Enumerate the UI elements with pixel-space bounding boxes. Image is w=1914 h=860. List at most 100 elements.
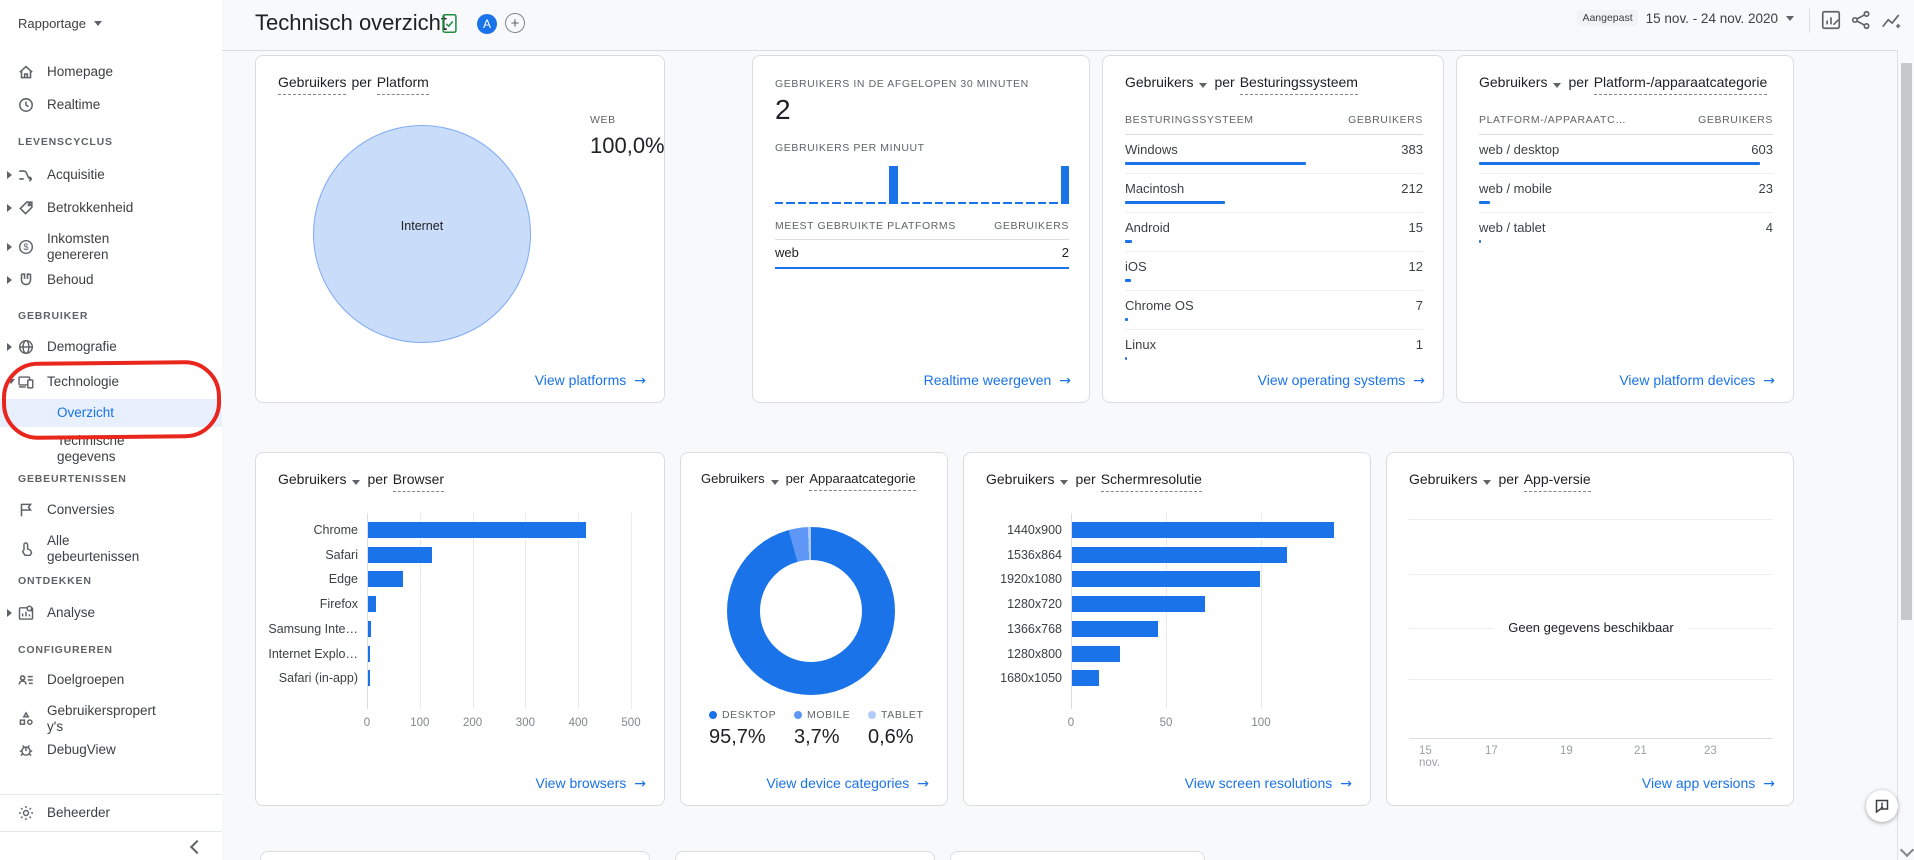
metric-selector[interactable]: Gebruikers — [986, 471, 1055, 487]
table-row: web 2 — [775, 245, 1069, 260]
cell-users: 12 — [1408, 259, 1423, 274]
cell-platform: web — [775, 245, 799, 260]
metric-selector[interactable]: Gebruikers — [701, 471, 765, 486]
chevron-down-icon — [93, 21, 102, 26]
metric-selector[interactable]: Gebruikers — [1125, 74, 1194, 90]
arrow-right-icon: → — [634, 776, 646, 792]
scrollbar-thumb[interactable] — [1901, 63, 1912, 620]
pie-chart — [313, 125, 531, 343]
metric-selector[interactable]: Gebruikers — [1409, 471, 1478, 487]
spark-bar — [934, 201, 944, 204]
legend-item: TABLET 0,6% — [868, 709, 924, 749]
category-label: 1280x800 — [1007, 646, 1062, 661]
dollar-icon: $ — [17, 238, 35, 256]
avatar[interactable]: A — [477, 14, 497, 34]
magnet-icon — [17, 271, 35, 289]
metric-selector[interactable]: Gebruikers — [1479, 74, 1548, 90]
sidebar-item-technische-gegevens[interactable]: Technische gegevens — [0, 427, 222, 471]
view-platform-devices-link[interactable]: View platform devices → — [1619, 372, 1775, 389]
sidebar-item-demografie[interactable]: Demografie — [0, 330, 222, 363]
dimension-label[interactable]: Platform-/apparaatcategorie — [1593, 74, 1768, 95]
date-range-selector[interactable]: Aangepast 15 nov. - 24 nov. 2020 — [1577, 10, 1794, 26]
touch-icon — [17, 540, 35, 558]
sidebar-item-homepage[interactable]: Homepage — [0, 55, 222, 88]
report-switcher[interactable]: Rapportage — [18, 16, 102, 31]
spark-bar — [969, 201, 978, 204]
sidebar-item-technologie[interactable]: Technologie — [0, 365, 222, 398]
svg-text:$: $ — [23, 242, 28, 252]
view-platforms-link[interactable]: View platforms → — [534, 372, 646, 389]
metric-selector[interactable]: Gebruikers — [278, 74, 347, 95]
spark-bar — [832, 201, 841, 204]
sidebar-item-gebruikersproperties[interactable]: Gebruikersproperty's — [0, 697, 222, 741]
dimension-label[interactable]: Besturingssysteem — [1239, 74, 1358, 95]
card-title: Gebruikers per Schermresolutie — [986, 471, 1202, 492]
scrollbar[interactable] — [1897, 50, 1914, 860]
dimension-label[interactable]: Platform — [376, 74, 429, 95]
report-verified-icon[interactable] — [440, 13, 459, 39]
view-app-versions-link[interactable]: View app versions → — [1641, 775, 1775, 792]
sidebar-item-behoud[interactable]: Behoud — [0, 263, 222, 296]
sidebar-collapse-button[interactable] — [188, 838, 206, 856]
legend-dot — [794, 711, 802, 719]
view-operating-systems-link[interactable]: View operating systems → — [1257, 372, 1425, 389]
realtime-view-link[interactable]: Realtime weergeven → — [923, 372, 1071, 389]
sidebar-item-conversies[interactable]: Conversies — [0, 493, 222, 526]
insights-icon[interactable] — [1880, 9, 1902, 31]
spark-bar — [889, 166, 898, 204]
title-text: per — [351, 74, 372, 90]
dimension-label[interactable]: Schermresolutie — [1100, 471, 1202, 492]
x-tick-label: 400 — [568, 717, 588, 729]
view-screen-resolutions-link[interactable]: View screen resolutions → — [1184, 775, 1352, 792]
row-bar — [1479, 201, 1490, 204]
acquisition-icon — [17, 166, 35, 184]
divider — [0, 794, 222, 795]
dimension-label[interactable]: Apparaatcategorie — [809, 471, 916, 491]
view-device-categories-link[interactable]: View device categories → — [766, 775, 929, 792]
partial-card — [950, 851, 1205, 860]
share-icon[interactable] — [1850, 9, 1872, 31]
spark-bar — [866, 201, 875, 204]
customize-report-icon[interactable] — [1820, 9, 1842, 31]
scrollbar-down-arrow[interactable] — [1899, 842, 1914, 858]
divider — [0, 831, 222, 832]
spark-bar — [820, 201, 830, 204]
title-text: per — [1075, 471, 1096, 487]
card-title: Gebruikers per Besturingssysteem — [1125, 74, 1358, 95]
x-tick-label: 500 — [621, 717, 641, 729]
category-label: 1280x720 — [1007, 597, 1062, 612]
sidebar-item-label: Acquisitie — [47, 166, 105, 182]
sidebar-item-betrokkenheid[interactable]: Betrokkenheid — [0, 191, 222, 224]
sidebar-item-beheerder[interactable]: Beheerder — [0, 795, 222, 830]
metric-selector[interactable]: Gebruikers — [278, 471, 347, 487]
sidebar-item-doelgroepen[interactable]: Doelgroepen — [0, 663, 222, 696]
os-table: BESTURINGSSYSTEEM GEBRUIKERS Windows 383 M… — [1125, 114, 1423, 368]
table-row: Chrome OS 7 — [1125, 291, 1423, 330]
spark-bar — [1060, 166, 1069, 204]
users-per-minute-sparkline — [775, 164, 1069, 204]
sidebar-item-inkomsten-genereren[interactable]: $ Inkomsten genereren — [0, 225, 222, 269]
sidebar-item-analyse[interactable]: Analyse — [0, 596, 222, 629]
sidebar-item-label: Beheerder — [47, 804, 111, 820]
sidebar-item-realtime[interactable]: Realtime — [0, 88, 222, 121]
chevron-down-icon — [352, 480, 361, 485]
x-tick-label: 21 — [1634, 745, 1647, 757]
view-browsers-link[interactable]: View browsers → — [535, 775, 646, 792]
divider — [222, 50, 1897, 51]
realtime-table-header: MEEST GEBRUIKTE PLATFORMS GEBRUIKERS — [775, 220, 1069, 232]
dimension-label[interactable]: App-versie — [1523, 471, 1591, 492]
sidebar-item-debugview[interactable]: DebugView — [0, 733, 222, 766]
sidebar-item-label: Conversies — [47, 501, 115, 517]
feedback-button[interactable] — [1866, 790, 1898, 822]
card-users-per-platform: Gebruikers per Platform Internet WEB 100… — [255, 55, 665, 403]
legend-value: 0,6% — [868, 726, 914, 748]
sidebar-item-acquisitie[interactable]: Acquisitie — [0, 158, 222, 191]
sidebar-item-alle-gebeurtenissen[interactable]: Alle gebeurtenissen — [0, 527, 222, 571]
dimension-label[interactable]: Browser — [392, 471, 445, 492]
sidebar-item-overzicht[interactable]: Overzicht — [0, 399, 222, 427]
legend-item: DESKTOP 95,7% — [709, 709, 776, 749]
chevron-right-icon — [7, 608, 12, 617]
add-collaborator-button[interactable]: + — [505, 13, 525, 33]
category-label: 1440x900 — [1007, 523, 1062, 537]
sidebar-section-ontdekken: ONTDEKKEN — [18, 575, 92, 587]
